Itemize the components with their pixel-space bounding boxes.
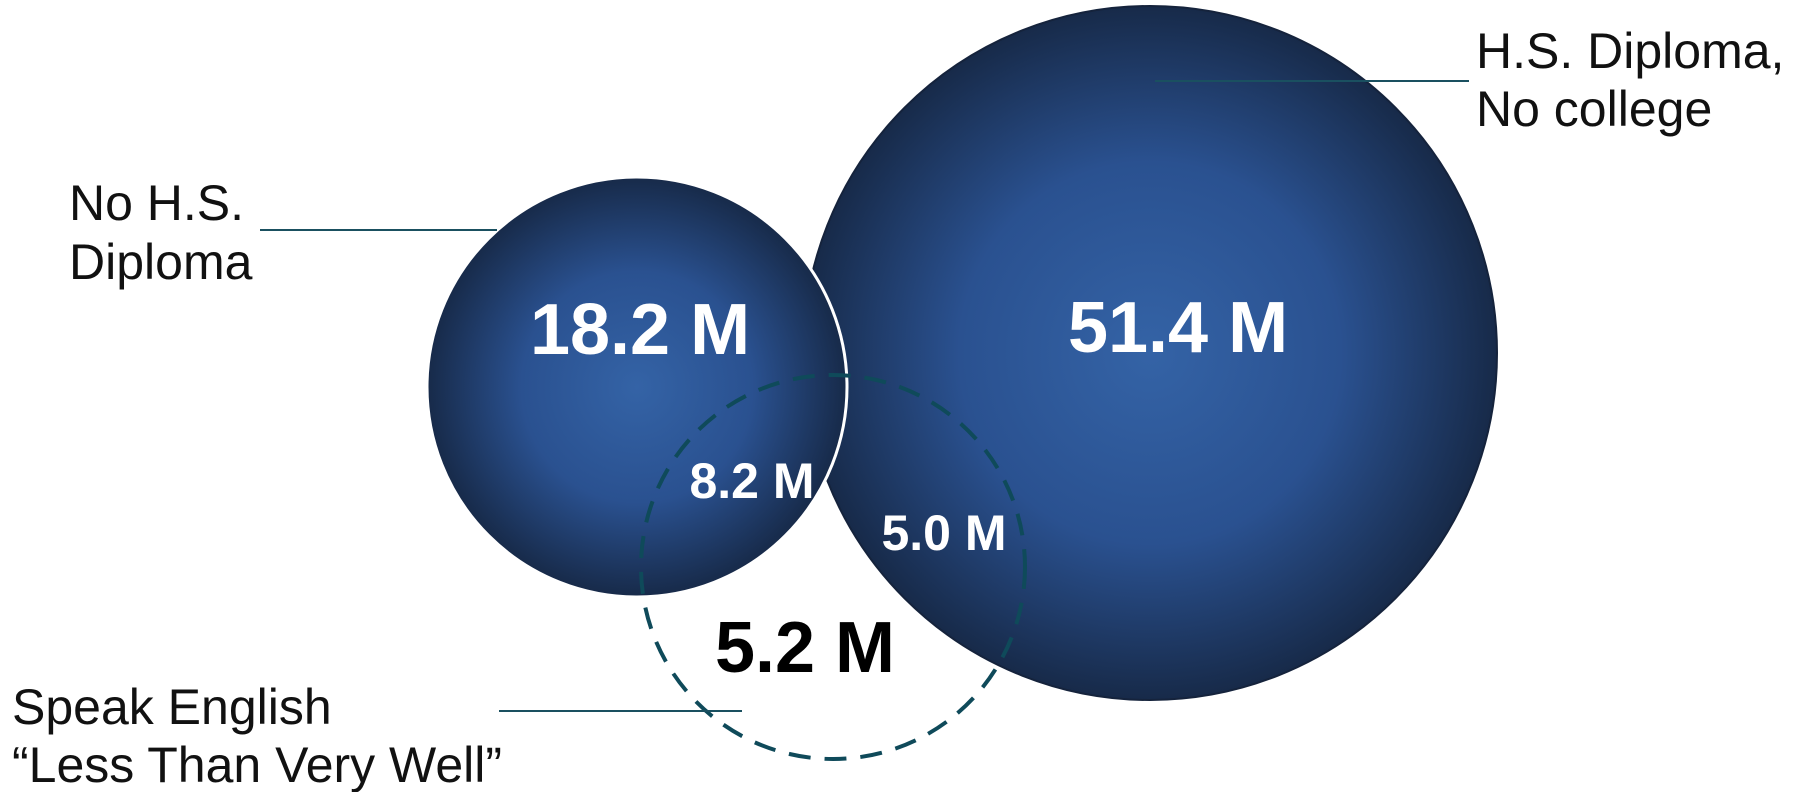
hs-total-value: 51.4 M — [1068, 288, 1288, 368]
no-hs-total-value: 18.2 M — [530, 290, 750, 370]
hs-diploma-label-line2: No college — [1476, 81, 1712, 137]
no-hs-diploma-label-line1: No H.S. — [69, 175, 244, 231]
esl-label-line1: Speak English — [12, 679, 332, 735]
esl-dashed-circle — [639, 373, 1027, 761]
no-hs-esl-overlap-value: 8.2 M — [689, 453, 814, 509]
no-hs-diploma-label-line2: Diploma — [69, 234, 253, 290]
no-hs-diploma-circle — [425, 175, 849, 599]
esl-only-value: 5.2 M — [715, 608, 895, 688]
esl-label-line2: “Less Than Very Well” — [12, 737, 502, 792]
hs-diploma-label-line1: H.S. Diploma, — [1476, 23, 1784, 79]
hs-esl-overlap-value: 5.0 M — [881, 505, 1006, 561]
